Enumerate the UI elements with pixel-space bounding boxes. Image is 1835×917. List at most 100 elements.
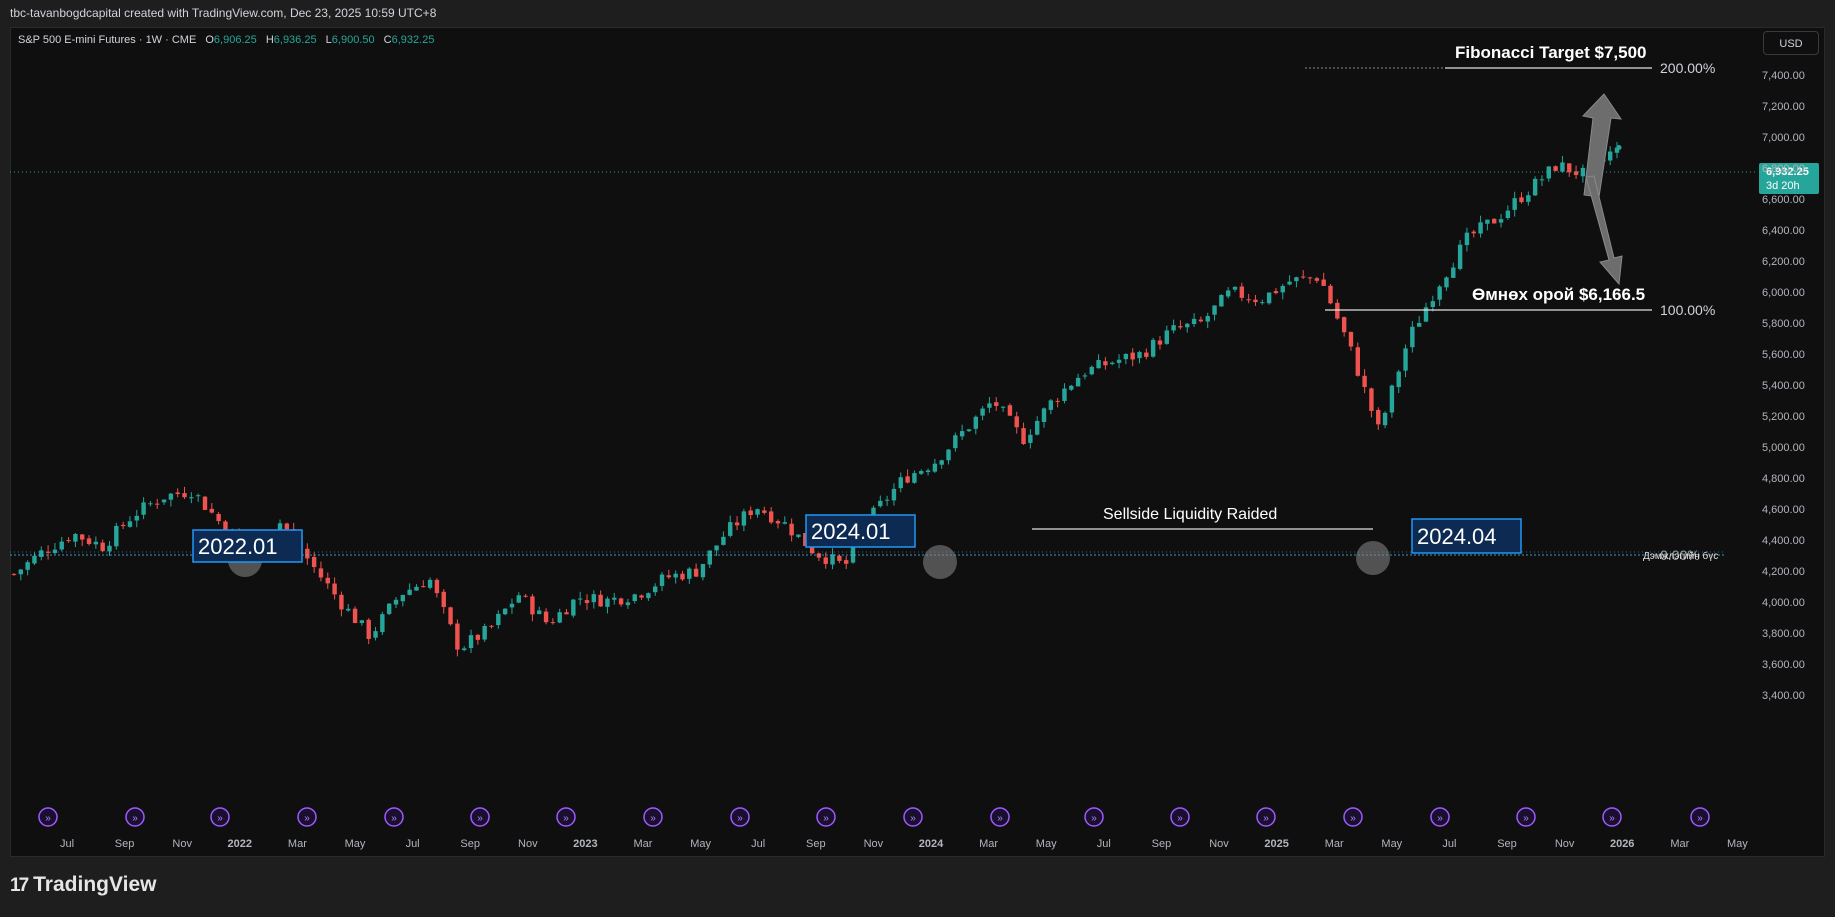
candle-body: [530, 596, 535, 615]
candle-body: [537, 610, 542, 615]
candle-body: [884, 499, 890, 501]
candle-body: [1280, 285, 1285, 293]
x-tick-label: Jul: [60, 838, 74, 850]
event-marker-glyph: »: [1609, 813, 1615, 824]
candle-body: [18, 569, 24, 575]
event-marker-glyph: »: [1350, 813, 1356, 824]
candle-body: [639, 595, 644, 598]
high-label: H: [265, 34, 274, 46]
x-tick-label: May: [1381, 838, 1402, 850]
candle-body: [687, 568, 692, 579]
candle-body: [653, 586, 658, 593]
candle-body: [1266, 292, 1272, 304]
candle-body: [1505, 210, 1511, 218]
candle-body: [1307, 277, 1313, 279]
candle-body: [898, 477, 903, 489]
candle-body: [168, 493, 174, 500]
candle-body: [1396, 371, 1401, 388]
event-marker-icon[interactable]: [556, 807, 576, 827]
event-marker-icon[interactable]: [470, 807, 490, 827]
candle-body: [932, 463, 938, 472]
event-marker-icon[interactable]: [643, 807, 663, 827]
candle-body: [1376, 409, 1381, 425]
candle-body: [543, 611, 549, 623]
event-marker-icon[interactable]: [1084, 807, 1104, 827]
event-marker-icon[interactable]: [297, 807, 317, 827]
last-price-dot: [1616, 145, 1622, 151]
candle-body: [155, 503, 160, 505]
candle-body: [161, 499, 167, 503]
candle-body: [1519, 197, 1524, 203]
event-marker-icon[interactable]: [384, 807, 404, 827]
event-marker-icon[interactable]: [1602, 807, 1622, 827]
candle-body: [1614, 147, 1620, 153]
x-tick-label: Nov: [1555, 838, 1575, 850]
candle-body: [980, 408, 985, 416]
x-tick-label: Sep: [460, 838, 480, 850]
candle-body: [1253, 299, 1258, 303]
candle-body: [850, 544, 856, 563]
candle-body: [1437, 286, 1442, 300]
event-marker-icon[interactable]: [1256, 807, 1276, 827]
candle-body: [1191, 318, 1197, 325]
event-marker-icon[interactable]: [210, 807, 230, 827]
event-marker-glyph: »: [823, 813, 829, 824]
candle-body: [1075, 377, 1081, 387]
event-marker-icon[interactable]: [1343, 807, 1363, 827]
candle-body: [605, 598, 610, 607]
low-label: L: [325, 34, 332, 46]
candle-body: [598, 594, 603, 607]
candle-body: [332, 583, 337, 595]
candle-body: [59, 541, 64, 550]
candle-body: [789, 523, 794, 536]
x-tick-label: Nov: [518, 838, 538, 850]
event-marker-glyph: »: [1437, 813, 1443, 824]
candle-body: [659, 574, 665, 586]
event-marker-glyph: »: [132, 813, 138, 824]
candle-body: [1178, 326, 1183, 328]
date-box-2024a-label: 2024.01: [811, 519, 891, 544]
candle-body: [1526, 195, 1531, 202]
event-marker-icon[interactable]: [1170, 807, 1190, 827]
tradingview-brand: 17 TradingView: [10, 873, 156, 897]
candle-body: [1471, 231, 1476, 234]
chart-pane[interactable]: [10, 27, 1825, 857]
y-tick-label: 6,200.00: [1762, 256, 1805, 268]
candle-body: [509, 603, 515, 608]
candle-body: [284, 523, 290, 530]
candle-body: [618, 598, 624, 605]
candle-body: [1089, 366, 1094, 375]
event-marker-icon[interactable]: [1516, 807, 1536, 827]
candle-body: [891, 488, 897, 501]
candle-body: [1389, 385, 1395, 413]
event-marker-icon[interactable]: [816, 807, 836, 827]
event-marker-icon[interactable]: [730, 807, 750, 827]
candle-body: [462, 648, 467, 651]
event-marker-icon[interactable]: [1690, 807, 1710, 827]
candle-body: [1232, 286, 1238, 290]
candle-body: [1144, 352, 1149, 357]
candle-body: [571, 599, 576, 616]
candle-body: [100, 542, 105, 552]
candle-body: [523, 595, 528, 597]
symbol-name: S&P 500 E-mini Futures · 1W · CME: [18, 34, 197, 46]
y-tick-label: 6,000.00: [1762, 287, 1805, 299]
symbol-legend: S&P 500 E-mini Futures · 1W · CME O6,906…: [18, 34, 434, 46]
candle-body: [632, 594, 637, 601]
event-marker-icon[interactable]: [990, 807, 1010, 827]
event-marker-icon[interactable]: [125, 807, 145, 827]
event-marker-icon[interactable]: [903, 807, 923, 827]
candle-body: [646, 593, 651, 599]
x-tick-label: Jul: [406, 838, 420, 850]
candle-body: [86, 538, 92, 545]
candle-body: [1341, 317, 1347, 333]
candle-body: [591, 594, 597, 603]
event-marker-icon[interactable]: [38, 807, 58, 827]
candle-body: [455, 623, 460, 650]
price-badge-countdown: 3d 20h: [1766, 180, 1800, 192]
candle-body: [1103, 361, 1108, 366]
currency-button[interactable]: USD: [1763, 31, 1819, 55]
date-box-2024a: 2024.01: [805, 514, 916, 548]
x-tick-label: Sep: [115, 838, 135, 850]
event-marker-icon[interactable]: [1430, 807, 1450, 827]
